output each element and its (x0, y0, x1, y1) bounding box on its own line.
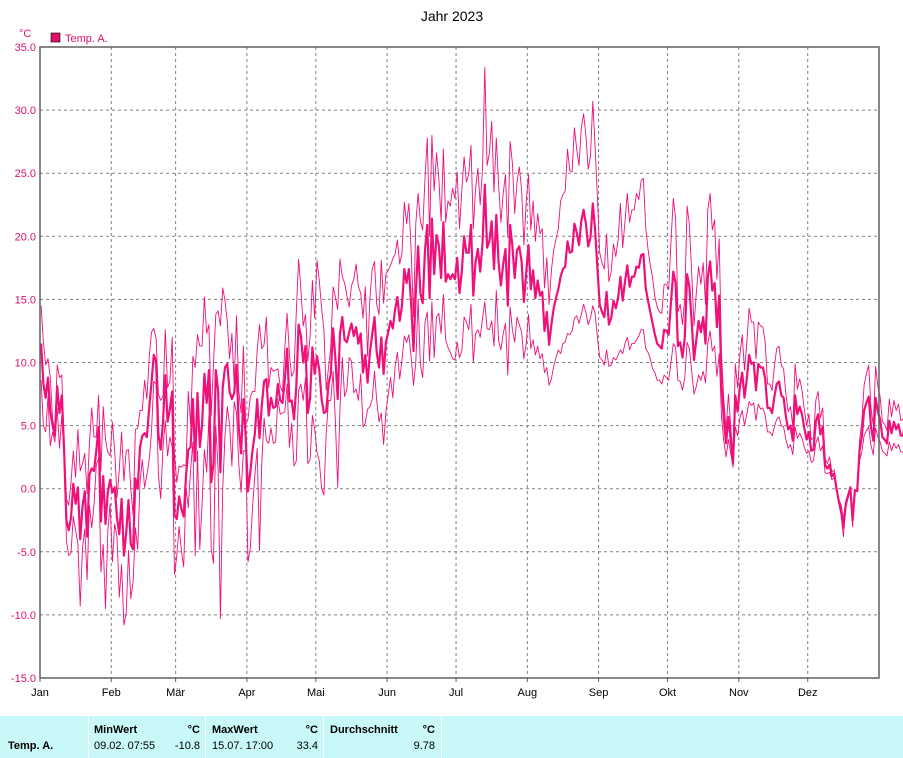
statistics-bar: Temp. A. MinWert °C 09.02. 07:55 -10.8 M… (0, 716, 903, 758)
series-max-line (40, 66, 903, 538)
legend-swatch (50, 32, 61, 43)
min-time: 09.02. 07:55 (94, 740, 156, 752)
series-min-line (40, 290, 903, 626)
y-tick-label: 20.0 (15, 231, 36, 243)
y-tick-label: 35.0 (15, 42, 36, 54)
legend-label: Temp. A. (65, 33, 108, 45)
grid-lines (40, 47, 879, 678)
max-time: 15.07. 17:00 (212, 740, 274, 752)
min-value: -10.8 (174, 740, 200, 752)
temperature-chart: Jahr 2023 °C Temp. A. 35.0 30.0 25.0 20.0 15… (11, 8, 903, 699)
min-header: MinWert (94, 724, 138, 736)
x-tick-label: Feb (102, 687, 121, 699)
x-tick-label: Jun (378, 687, 396, 699)
x-tick-label: Apr (238, 687, 255, 699)
y-tick-label: 30.0 (15, 105, 36, 117)
y-tick-label: 10.0 (15, 358, 36, 370)
x-tick-label: Aug (518, 687, 538, 699)
y-tick-label: 5.0 (21, 421, 36, 433)
y-tick-label: 0.0 (21, 484, 36, 496)
series-lines (40, 66, 903, 626)
stats-avg-cell: Durchschnitt °C 9.78 (324, 716, 442, 758)
y-tick-label: 25.0 (15, 168, 36, 180)
x-tick-label: Okt (659, 687, 676, 699)
y-axis-unit: °C (19, 28, 31, 40)
max-value: 33.4 (296, 740, 318, 752)
avg-header: Durchschnitt (330, 724, 398, 736)
y-tick-label: 15.0 (15, 294, 36, 306)
y-tick-label: -15.0 (11, 673, 36, 685)
max-header: MaxWert (212, 724, 258, 736)
plot-frame (39, 46, 880, 679)
x-tick-label: Mai (307, 687, 325, 699)
y-tick-label: -10.0 (11, 610, 36, 622)
x-tick-label: Nov (729, 687, 749, 699)
stats-label-cell: Temp. A. (0, 716, 89, 758)
stats-min-cell: MinWert °C 09.02. 07:55 -10.8 (89, 716, 206, 758)
avg-unit: °C (422, 724, 435, 736)
chart-title: Jahr 2023 (421, 8, 483, 24)
avg-value: 9.78 (413, 740, 435, 752)
x-tick-label: Dez (798, 687, 818, 699)
stats-row-label: Temp. A. (8, 740, 54, 752)
x-tick-label: Mär (166, 687, 185, 699)
stats-max-cell: MaxWert °C 15.07. 17:00 33.4 (206, 716, 324, 758)
min-unit: °C (187, 724, 200, 736)
y-tick-label: -5.0 (17, 547, 36, 559)
x-tick-labels: Jan Feb Mär Apr Mai Jun Jul Aug Sep Okt Nov Dez (31, 678, 818, 699)
x-tick-label: Sep (589, 687, 609, 699)
max-unit: °C (305, 724, 318, 736)
x-tick-label: Jul (449, 687, 463, 699)
y-tick-labels: 35.0 30.0 25.0 20.0 15.0 10.0 5.0 0.0 -5.0 -10.0 -… (11, 42, 36, 685)
x-tick-label: Jan (31, 687, 49, 699)
series-mean-line (40, 183, 903, 557)
